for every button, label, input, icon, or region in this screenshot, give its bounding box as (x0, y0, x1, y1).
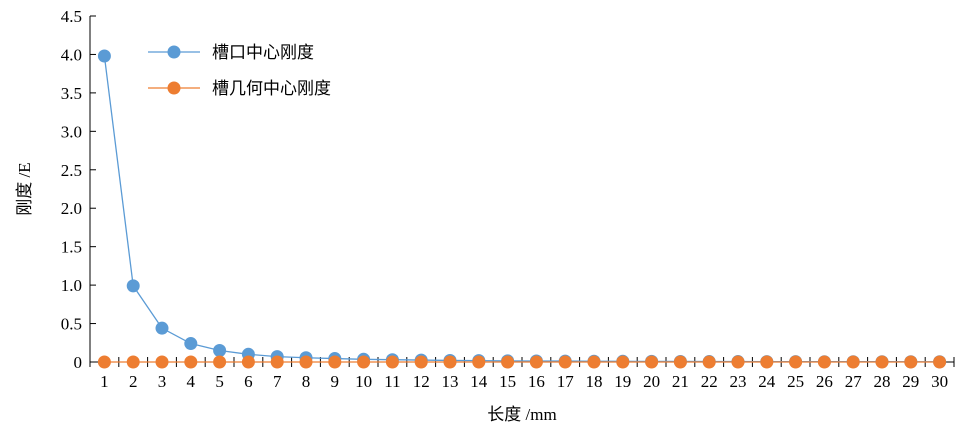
x-tick-label: 19 (614, 372, 631, 391)
series-2-point (443, 355, 457, 369)
series-1-point (155, 321, 169, 335)
series-2-point (472, 355, 486, 369)
x-tick-label: 2 (129, 372, 138, 391)
axes (89, 16, 954, 363)
x-tick-label: 20 (643, 372, 660, 391)
x-tick-label: 6 (244, 372, 253, 391)
x-tick-label: 18 (586, 372, 603, 391)
x-tick-label: 5 (215, 372, 224, 391)
y-tick-label: 2.5 (61, 161, 82, 180)
series-2-point (702, 355, 716, 369)
series-2-point (616, 355, 630, 369)
x-tick-label: 7 (273, 372, 282, 391)
x-tick-label: 10 (355, 372, 372, 391)
series-2-point (789, 355, 803, 369)
x-tick-label: 3 (158, 372, 167, 391)
series-2-point (501, 355, 515, 369)
x-tick-label: 1 (100, 372, 109, 391)
series-2-point (213, 355, 227, 369)
series-1-point (126, 279, 140, 293)
x-tick-label: 9 (331, 372, 340, 391)
series-2-point (299, 355, 313, 369)
legend-marker-1 (167, 45, 181, 59)
x-tick-label: 14 (470, 372, 488, 391)
series-layer (97, 49, 947, 369)
x-ticks: 1 2 3 4 5 6 7 8 9 10 11 12 13 14 15 16 17 18 19 20 21 22 23 24 2… (89, 357, 955, 391)
series-2-point (184, 355, 198, 369)
series-2-point (645, 355, 659, 369)
series-2-point (241, 355, 255, 369)
series-2-point (558, 355, 572, 369)
y-tick-label: 2.0 (61, 199, 82, 218)
series-2-point (126, 355, 140, 369)
x-tick-label: 22 (701, 372, 718, 391)
series-2-point (760, 355, 774, 369)
series-1-point (184, 337, 198, 351)
y-tick-label: 4.0 (61, 45, 82, 64)
x-tick-label: 17 (557, 372, 575, 391)
series-2-point (529, 355, 543, 369)
series-2-point (933, 355, 947, 369)
x-tick-label: 11 (384, 372, 400, 391)
y-tick-label: 1.0 (61, 276, 82, 295)
series-2-point (673, 355, 687, 369)
y-axis-title: 刚度 /E (15, 162, 34, 215)
x-tick-label: 25 (787, 372, 804, 391)
x-tick-label: 8 (302, 372, 311, 391)
y-tick-label: 4.5 (61, 7, 82, 26)
x-tick-label: 4 (187, 372, 196, 391)
series-2-point (731, 355, 745, 369)
x-tick-label: 30 (931, 372, 948, 391)
x-tick-label: 21 (672, 372, 689, 391)
y-tick-label: 3.5 (61, 84, 82, 103)
series-2-point (846, 355, 860, 369)
y-tick-label: 0.5 (61, 315, 82, 334)
x-tick-label: 23 (730, 372, 747, 391)
legend-marker-2 (167, 81, 181, 95)
series-2-point (875, 355, 889, 369)
series-2-point (270, 355, 284, 369)
series-2-point (414, 355, 428, 369)
x-tick-label: 26 (816, 372, 833, 391)
y-ticks: 0 0.5 1.0 1.5 2.0 2.5 3.0 3.5 4.0 4.5 (61, 7, 96, 372)
series-2-point (328, 355, 342, 369)
y-tick-label: 0 (74, 353, 83, 372)
x-tick-label: 24 (758, 372, 776, 391)
series-2-point (155, 355, 169, 369)
series-2-point (817, 355, 831, 369)
series-2-point (357, 355, 371, 369)
x-tick-label: 12 (413, 372, 430, 391)
series-1-point (213, 343, 227, 357)
series-2-point (587, 355, 601, 369)
y-tick-label: 3.0 (61, 122, 82, 141)
y-tick-label: 1.5 (61, 238, 82, 257)
x-tick-label: 13 (442, 372, 459, 391)
x-tick-label: 27 (845, 372, 863, 391)
legend-label-1: 槽口中心刚度 (212, 43, 314, 62)
series-2-point (97, 355, 111, 369)
series-2-point (904, 355, 918, 369)
series-2-point (385, 355, 399, 369)
legend-label-2: 槽几何中心刚度 (212, 79, 331, 98)
x-axis-title: 长度 /mm (487, 405, 556, 424)
x-tick-label: 29 (902, 372, 919, 391)
x-tick-label: 16 (528, 372, 545, 391)
x-tick-label: 28 (874, 372, 891, 391)
series-line-1 (103, 55, 940, 363)
series-1-point (97, 49, 111, 63)
x-tick-label: 15 (499, 372, 516, 391)
